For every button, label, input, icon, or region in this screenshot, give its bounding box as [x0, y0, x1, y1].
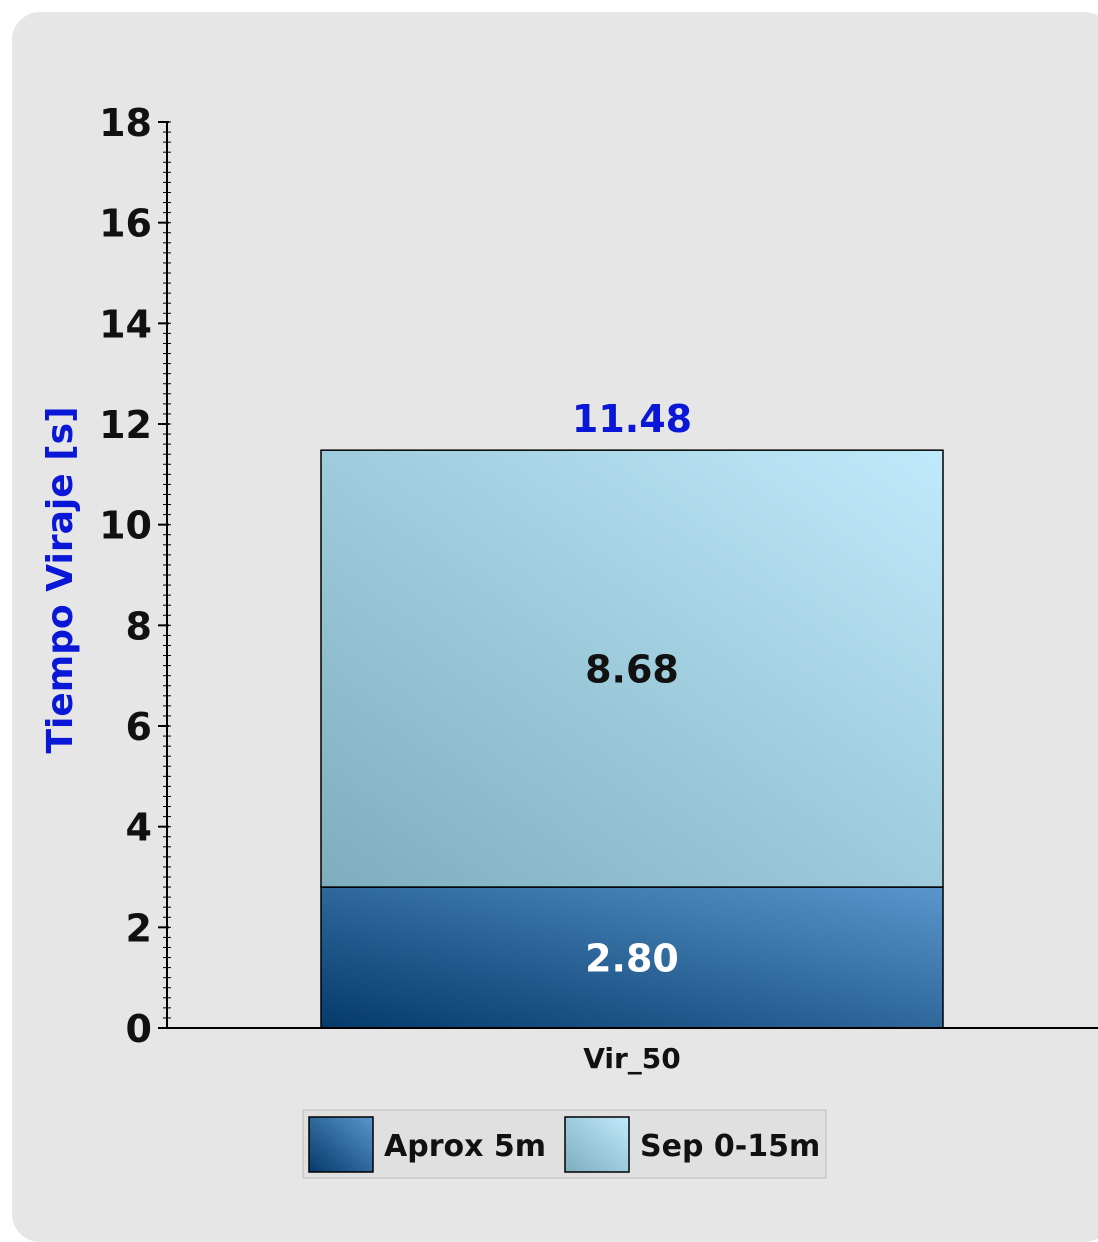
- y-axis-title: Tiempo Viraje [s]: [40, 406, 81, 753]
- y-tick-label: 12: [99, 403, 152, 447]
- bar-value-label: 2.80: [585, 937, 679, 981]
- y-tick-label: 16: [99, 202, 152, 246]
- y-axis-ticks: 0 2 4 6 8 10 12 14 16 18: [99, 101, 171, 1051]
- y-tick-label: 10: [99, 504, 152, 548]
- legend-swatch-sep-0-15m: [564, 1116, 630, 1173]
- legend-label-sep-0-15m: Sep 0-15m: [640, 1129, 820, 1164]
- legend-swatch-aprox-5m: [308, 1116, 374, 1173]
- y-tick-label: 2: [126, 906, 152, 950]
- y-tick-label: 6: [126, 705, 152, 749]
- y-tick-label: 14: [99, 302, 152, 346]
- bars: 2.80 8.68 11.48: [320, 397, 944, 1029]
- y-tick-label: 8: [126, 604, 152, 648]
- bar-segment-sep-0-15m: [320, 449, 944, 888]
- bar-value-label: 8.68: [585, 648, 679, 692]
- bar-segment-aprox-5m: [320, 886, 944, 1029]
- x-tick-label-vir-50: Vir_50: [583, 1042, 681, 1075]
- y-tick-label: 18: [99, 101, 152, 145]
- y-tick-label: 0: [126, 1007, 152, 1051]
- legend-label-aprox-5m: Aprox 5m: [384, 1129, 546, 1164]
- bar-total-label: 11.48: [572, 397, 692, 441]
- legend: Aprox 5m Sep 0-15m: [302, 1109, 827, 1179]
- y-tick-label: 4: [126, 806, 152, 850]
